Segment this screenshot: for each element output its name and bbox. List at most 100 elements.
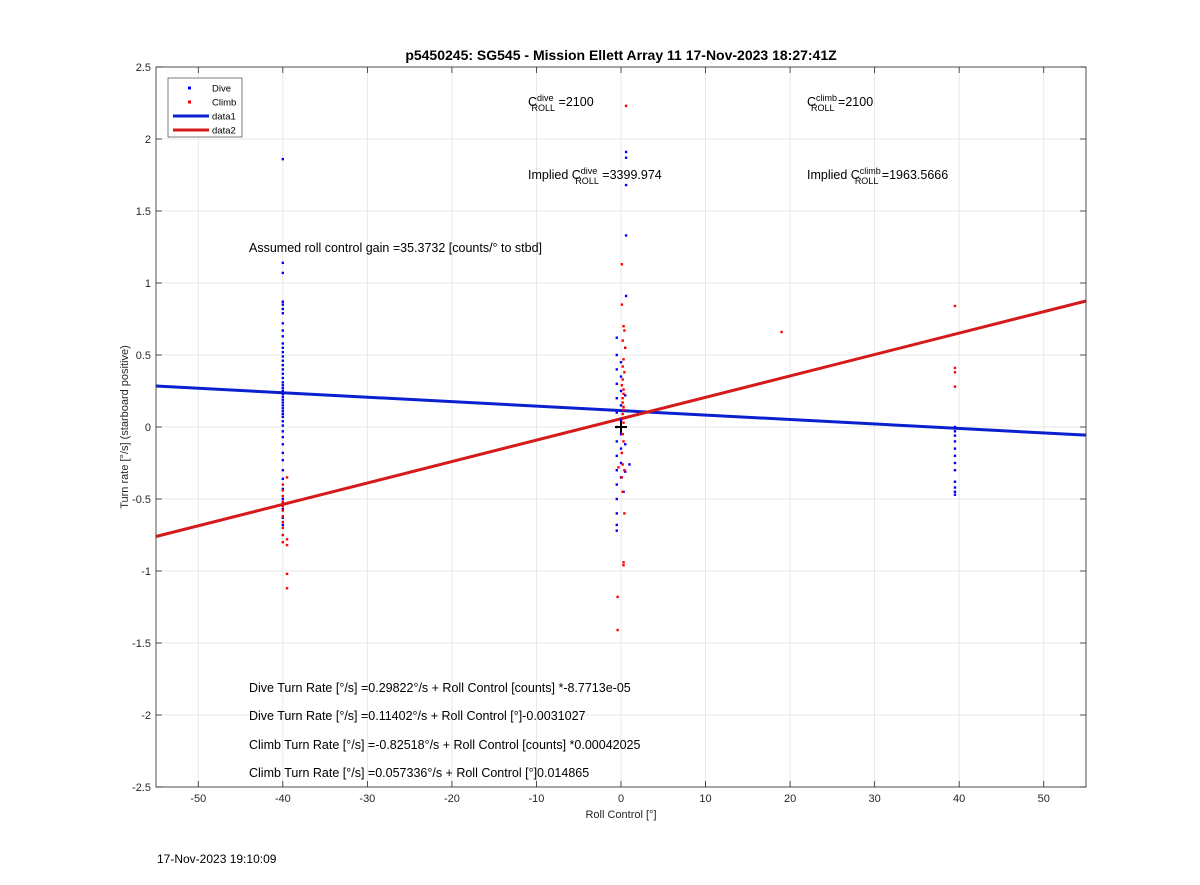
point-dive (281, 516, 285, 519)
point-dive (281, 458, 285, 462)
equation-line-4: Climb Turn Rate [°/s] =0.057336°/s + Rol… (249, 766, 589, 780)
point-climb (620, 384, 624, 387)
point-climb (621, 417, 624, 420)
y-tick-label: 1.5 (136, 206, 151, 218)
c-roll-dive-annotation: Cdive ROLL =2100 (528, 93, 594, 113)
point-climb (622, 421, 625, 424)
point-dive (624, 294, 628, 298)
point-climb (953, 371, 957, 374)
point-dive (619, 447, 623, 450)
point-climb (622, 408, 625, 411)
point-climb (620, 303, 624, 306)
equation-line-1: Dive Turn Rate [°/s] =0.29822°/s + Roll … (249, 681, 631, 695)
point-dive (281, 300, 285, 303)
point-climb (623, 371, 626, 374)
legend-marker-climb (188, 100, 191, 104)
point-dive (953, 447, 957, 450)
point-climb (621, 463, 624, 466)
legend-label-dive: Dive (212, 84, 231, 95)
point-climb (953, 385, 957, 388)
origin-marker (615, 421, 627, 433)
point-dive (281, 384, 285, 387)
point-dive (281, 303, 285, 306)
point-dive (281, 469, 285, 472)
point-dive (281, 359, 285, 362)
point-dive (953, 440, 957, 443)
point-dive (619, 418, 623, 421)
point-climb (281, 533, 285, 537)
point-dive (953, 425, 957, 429)
x-tick-label: -50 (190, 793, 206, 805)
point-climb (780, 330, 783, 334)
point-dive (624, 470, 627, 473)
point-dive (615, 483, 618, 486)
point-dive (281, 381, 285, 384)
y-axis-label: Turn rate [°/s] (starboard positive) (119, 345, 131, 509)
axis-ticks: -50 -40 -30 -20 -10 0 10 20 30 40 50-2.5-2-1.5-1-0… (132, 62, 1086, 805)
point-dive (953, 480, 957, 483)
point-dive (615, 336, 618, 339)
x-tick-label: 30 (869, 793, 881, 805)
point-dive (624, 443, 627, 446)
x-tick-label: 10 (699, 793, 711, 805)
point-dive (281, 415, 285, 419)
legend: Dive Climb data1 data2 (167, 77, 243, 138)
point-dive (619, 433, 623, 436)
point-dive (281, 412, 285, 416)
point-dive (619, 461, 623, 465)
legend-label-climb: Climb (212, 98, 236, 109)
point-dive (953, 486, 957, 489)
point-dive (615, 512, 618, 515)
chart-title: p5450245: SG545 - Mission Ellett Array 1… (405, 47, 837, 63)
y-tick-label: 0.5 (136, 350, 151, 362)
legend-label-data2: data2 (212, 126, 236, 137)
legend-label-data1: data1 (212, 112, 236, 123)
point-climb (622, 388, 625, 391)
point-climb (281, 489, 285, 492)
point-climb (617, 466, 620, 469)
point-climb (616, 595, 619, 599)
y-tick-label: 1 (145, 278, 151, 290)
point-climb (622, 325, 625, 328)
point-climb (623, 329, 626, 332)
legend-marker-dive (188, 86, 191, 90)
implied-c-roll-climb-annotation: Implied Cclimb ROLL =1963.5666 (807, 166, 948, 186)
y-tick-label: 0 (145, 422, 151, 434)
point-dive (953, 490, 957, 493)
point-climb (281, 515, 285, 518)
point-climb (285, 543, 289, 547)
y-tick-label: -0.5 (132, 494, 151, 506)
point-climb (622, 405, 625, 409)
point-climb (281, 494, 285, 498)
point-dive (281, 355, 285, 358)
point-dive (953, 469, 957, 472)
point-dive (615, 440, 618, 443)
point-climb (621, 490, 624, 493)
point-dive (281, 435, 285, 439)
x-tick-label: 20 (784, 793, 796, 805)
point-dive (281, 420, 285, 423)
point-dive (281, 392, 285, 396)
point-dive (615, 469, 618, 472)
point-dive (281, 443, 285, 446)
equation-line-2: Dive Turn Rate [°/s] =0.11402°/s + Roll … (249, 709, 586, 723)
point-dive (281, 363, 285, 367)
footer-timestamp: 17-Nov-2023 19:10:09 (157, 852, 277, 866)
point-climb (620, 451, 624, 455)
point-climb (281, 541, 285, 544)
scatter-points (281, 104, 957, 632)
x-tick-label: -40 (275, 793, 291, 805)
point-dive (615, 411, 618, 414)
point-dive (281, 407, 285, 410)
point-dive (281, 376, 285, 380)
point-dive (281, 157, 285, 161)
implied-c-roll-dive-annotation: Implied Cdive ROLL =3399.974 (528, 166, 662, 186)
point-climb (621, 365, 624, 368)
point-dive (624, 234, 628, 237)
point-dive (281, 395, 285, 398)
point-climb (281, 483, 285, 486)
point-climb (620, 476, 624, 479)
point-climb (621, 401, 624, 404)
point-dive (628, 463, 631, 466)
